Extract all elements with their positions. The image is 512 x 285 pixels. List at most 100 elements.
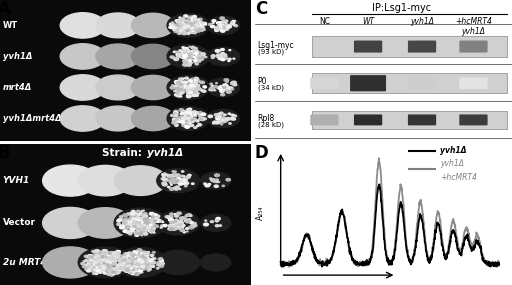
Circle shape [185, 126, 189, 128]
Circle shape [139, 232, 143, 234]
Circle shape [140, 222, 142, 224]
Circle shape [116, 258, 119, 260]
Circle shape [195, 95, 198, 96]
Circle shape [103, 264, 106, 266]
Circle shape [180, 50, 183, 52]
Circle shape [99, 268, 103, 271]
Text: yvh1Δmrt4Δ: yvh1Δmrt4Δ [3, 114, 61, 123]
Circle shape [137, 258, 140, 260]
Circle shape [172, 122, 176, 124]
Circle shape [127, 269, 130, 270]
Circle shape [134, 223, 137, 224]
Circle shape [179, 178, 181, 179]
Circle shape [196, 121, 199, 122]
Circle shape [89, 265, 92, 266]
Circle shape [176, 87, 179, 89]
Circle shape [126, 225, 130, 226]
Circle shape [189, 86, 193, 87]
Circle shape [101, 265, 103, 266]
Circle shape [136, 258, 138, 259]
Circle shape [103, 255, 109, 257]
Circle shape [193, 91, 197, 93]
Circle shape [184, 28, 186, 29]
Circle shape [111, 262, 116, 264]
Circle shape [138, 220, 141, 222]
Circle shape [140, 225, 143, 227]
Circle shape [218, 114, 222, 116]
Circle shape [188, 122, 191, 123]
Circle shape [152, 261, 156, 264]
Circle shape [192, 224, 197, 227]
Circle shape [94, 261, 98, 263]
Circle shape [173, 25, 176, 27]
Circle shape [84, 255, 88, 257]
Circle shape [199, 24, 203, 26]
Circle shape [223, 28, 225, 29]
Circle shape [182, 25, 187, 27]
Circle shape [178, 83, 181, 84]
Circle shape [178, 221, 180, 222]
Circle shape [105, 260, 108, 262]
Circle shape [223, 86, 226, 88]
Circle shape [118, 269, 122, 271]
Circle shape [185, 55, 188, 57]
Circle shape [170, 224, 174, 226]
Circle shape [191, 225, 194, 226]
Circle shape [139, 222, 143, 224]
Circle shape [202, 90, 204, 91]
Circle shape [136, 210, 140, 213]
Circle shape [184, 89, 188, 91]
Circle shape [60, 106, 105, 131]
Circle shape [135, 263, 139, 265]
Circle shape [104, 262, 106, 264]
Circle shape [187, 24, 189, 26]
Circle shape [123, 226, 126, 228]
Circle shape [98, 265, 103, 268]
Circle shape [135, 266, 140, 269]
Circle shape [175, 114, 177, 115]
Circle shape [101, 262, 103, 263]
Circle shape [119, 256, 122, 258]
Circle shape [178, 20, 182, 22]
Circle shape [139, 260, 144, 263]
Circle shape [174, 58, 179, 60]
Circle shape [222, 185, 224, 186]
Circle shape [141, 262, 144, 263]
Circle shape [176, 94, 178, 95]
Circle shape [199, 56, 204, 59]
Circle shape [181, 89, 185, 91]
Circle shape [172, 223, 174, 224]
Circle shape [184, 115, 188, 118]
Circle shape [193, 92, 197, 94]
Circle shape [184, 50, 187, 52]
Circle shape [185, 53, 188, 54]
Circle shape [121, 269, 124, 270]
Circle shape [188, 108, 191, 110]
Circle shape [147, 223, 152, 225]
Circle shape [108, 262, 110, 264]
Circle shape [129, 219, 132, 221]
Circle shape [109, 262, 114, 265]
Circle shape [140, 222, 144, 224]
Circle shape [105, 258, 109, 260]
Circle shape [188, 119, 193, 121]
Circle shape [186, 117, 189, 119]
Circle shape [140, 255, 143, 257]
Circle shape [168, 219, 174, 221]
Circle shape [178, 21, 182, 23]
Circle shape [116, 251, 120, 253]
Circle shape [195, 84, 197, 85]
Circle shape [119, 255, 123, 257]
Circle shape [175, 215, 179, 217]
Text: B: B [0, 144, 10, 162]
Circle shape [191, 88, 195, 89]
Circle shape [194, 82, 198, 84]
Circle shape [105, 266, 110, 269]
Circle shape [103, 262, 105, 264]
Circle shape [188, 24, 192, 26]
FancyBboxPatch shape [408, 78, 436, 89]
Circle shape [152, 227, 155, 229]
Circle shape [195, 24, 197, 25]
Circle shape [184, 23, 188, 25]
Circle shape [186, 83, 189, 85]
